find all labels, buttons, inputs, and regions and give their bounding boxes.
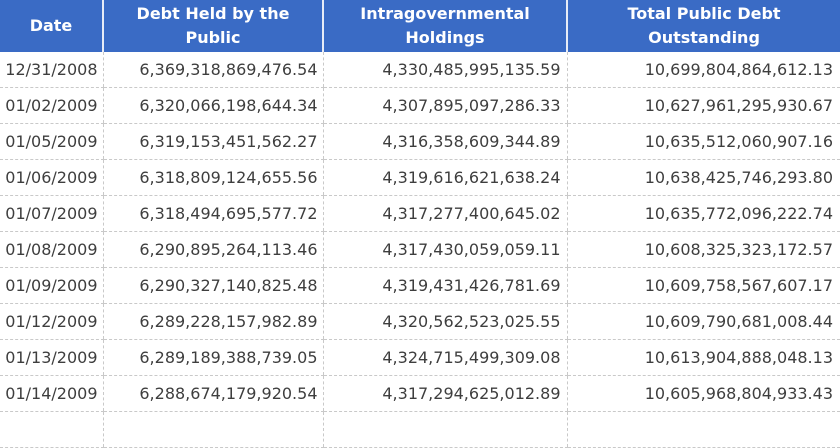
intragovernmental-holdings-cell [322, 411, 567, 448]
debt-held-by-public-cell: 6,290,895,264,113.46 [102, 231, 323, 268]
debt-held-by-public-cell: 6,288,674,179,920.54 [102, 375, 323, 412]
debt-held-by-public-cell: 6,318,494,695,577.72 [102, 195, 323, 232]
total-public-debt-cell: 10,605,968,804,933.43 [566, 375, 840, 412]
date-cell: 01/12/2009 [0, 303, 103, 340]
debt-held-by-public-cell [102, 411, 323, 448]
date-cell: 01/05/2009 [0, 123, 103, 160]
total-public-debt-cell: 10,635,772,096,222.74 [566, 195, 840, 232]
intragovernmental-holdings-cell: 4,330,485,995,135.59 [322, 52, 567, 88]
debt-held-by-public-cell: 6,318,809,124,655.56 [102, 159, 323, 196]
total-public-debt-cell: 10,635,512,060,907.16 [566, 123, 840, 160]
table-header: Date Debt Held by the Public Intragovern… [0, 0, 840, 52]
total-public-debt-cell [566, 411, 840, 448]
debt-held-by-public-cell: 6,289,228,157,982.89 [102, 303, 323, 340]
date-cell: 01/13/2009 [0, 339, 103, 376]
total-public-debt-cell: 10,638,425,746,293.80 [566, 159, 840, 196]
debt-held-by-public-cell: 6,289,189,388,739.05 [102, 339, 323, 376]
intragovernmental-holdings-cell: 4,319,616,621,638.24 [322, 159, 567, 196]
intragovernmental-holdings-cell: 4,307,895,097,286.33 [322, 87, 567, 124]
table-row: 01/02/2009 6,320,066,198,644.34 4,307,89… [0, 87, 840, 124]
table-row: 01/12/2009 6,289,228,157,982.89 4,320,56… [0, 303, 840, 340]
intragovernmental-holdings-cell: 4,324,715,499,309.08 [322, 339, 567, 376]
date-cell: 01/06/2009 [0, 159, 103, 196]
debt-held-by-public-cell: 6,290,327,140,825.48 [102, 267, 323, 304]
header-row: Date Debt Held by the Public Intragovern… [0, 0, 840, 52]
total-public-debt-cell: 10,609,790,681,008.44 [566, 303, 840, 340]
date-cell: 01/09/2009 [0, 267, 103, 304]
date-cell: 01/14/2009 [0, 375, 103, 412]
date-cell [0, 411, 103, 448]
intragovernmental-holdings-cell: 4,317,430,059,059.11 [322, 231, 567, 268]
table-row: 12/31/2008 6,369,318,869,476.54 4,330,48… [0, 52, 840, 88]
date-cell: 12/31/2008 [0, 52, 103, 88]
total-public-debt-cell: 10,609,758,567,607.17 [566, 267, 840, 304]
total-public-debt-cell: 10,699,804,864,612.13 [566, 52, 840, 88]
total-public-debt-cell: 10,608,325,323,172.57 [566, 231, 840, 268]
intragovernmental-holdings-cell: 4,317,277,400,645.02 [322, 195, 567, 232]
table-row: 01/13/2009 6,289,189,388,739.05 4,324,71… [0, 339, 840, 376]
table-row [0, 411, 840, 448]
debt-held-by-public-cell: 6,369,318,869,476.54 [102, 52, 323, 88]
column-header-debt-held-by-public: Debt Held by the Public [102, 0, 323, 52]
column-header-intragovernmental-holdings: Intragovernmental Holdings [322, 0, 567, 52]
debt-held-by-public-cell: 6,319,153,451,562.27 [102, 123, 323, 160]
intragovernmental-holdings-cell: 4,319,431,426,781.69 [322, 267, 567, 304]
total-public-debt-cell: 10,613,904,888,048.13 [566, 339, 840, 376]
intragovernmental-holdings-cell: 4,320,562,523,025.55 [322, 303, 567, 340]
table-row: 01/08/2009 6,290,895,264,113.46 4,317,43… [0, 231, 840, 268]
table-body: 12/31/2008 6,369,318,869,476.54 4,330,48… [0, 52, 840, 448]
table-row: 01/14/2009 6,288,674,179,920.54 4,317,29… [0, 375, 840, 412]
total-public-debt-cell: 10,627,961,295,930.67 [566, 87, 840, 124]
table-row: 01/06/2009 6,318,809,124,655.56 4,319,61… [0, 159, 840, 196]
column-header-date: Date [0, 0, 103, 52]
column-header-total-public-debt: Total Public Debt Outstanding [566, 0, 840, 52]
table-row: 01/05/2009 6,319,153,451,562.27 4,316,35… [0, 123, 840, 160]
date-cell: 01/08/2009 [0, 231, 103, 268]
table-row: 01/07/2009 6,318,494,695,577.72 4,317,27… [0, 195, 840, 232]
date-cell: 01/07/2009 [0, 195, 103, 232]
intragovernmental-holdings-cell: 4,316,358,609,344.89 [322, 123, 567, 160]
table-row: 01/09/2009 6,290,327,140,825.48 4,319,43… [0, 267, 840, 304]
date-cell: 01/02/2009 [0, 87, 103, 124]
debt-held-by-public-cell: 6,320,066,198,644.34 [102, 87, 323, 124]
intragovernmental-holdings-cell: 4,317,294,625,012.89 [322, 375, 567, 412]
